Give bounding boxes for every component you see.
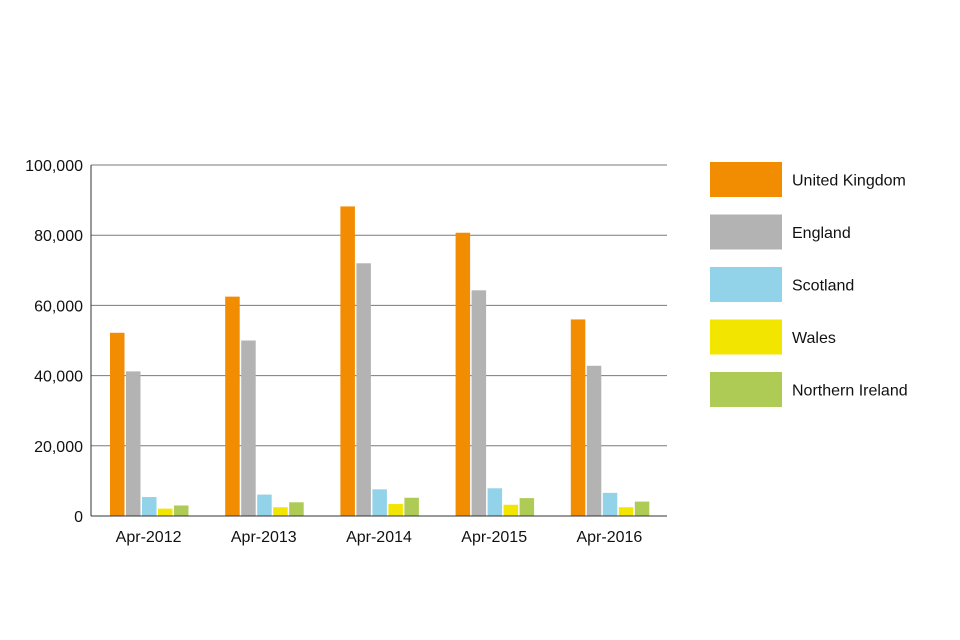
bar-united-kingdom-0: [110, 332, 125, 516]
bar-england-4: [586, 365, 602, 516]
legend-label: United Kingdom: [792, 173, 906, 190]
legend-label: England: [792, 225, 851, 242]
legend-swatch-northern-ireland: [710, 372, 782, 407]
x-tick-label: Apr-2016: [576, 529, 642, 546]
bar-scotland-1: [257, 494, 272, 516]
legend-label: Scotland: [792, 278, 854, 295]
y-tick-label: 80,000: [34, 228, 83, 245]
bar-scotland-3: [487, 488, 503, 516]
x-tick-label: Apr-2012: [116, 529, 182, 546]
bar-united-kingdom-1: [225, 296, 240, 516]
bar-united-kingdom-4: [570, 319, 586, 516]
legend-swatch-england: [710, 214, 782, 250]
bar-northern-ireland-2: [404, 497, 419, 516]
bar-england-0: [126, 371, 141, 516]
legend-swatch-scotland: [710, 267, 782, 302]
bar-wales-0: [158, 508, 173, 516]
bar-england-1: [241, 340, 256, 516]
bar-northern-ireland-0: [174, 505, 189, 516]
y-tick-label: 20,000: [34, 439, 83, 456]
x-tick-label: Apr-2013: [231, 529, 297, 546]
bar-united-kingdom-3: [455, 232, 471, 517]
bar-northern-ireland-3: [519, 498, 535, 516]
y-tick-label: 100,000: [25, 158, 83, 175]
bar-wales-3: [503, 504, 519, 516]
bar-wales-2: [388, 504, 403, 516]
y-tick-label: 0: [74, 509, 83, 526]
x-tick-label: Apr-2015: [461, 529, 527, 546]
bar-wales-1: [273, 507, 288, 516]
x-tick-labels: Apr-2012 Apr-2013 Apr-2014 Apr-2015 Apr-2016: [116, 529, 643, 546]
y-tick-label: 40,000: [34, 369, 83, 386]
bar-scotland-4: [602, 492, 618, 516]
y-tick-label: 60,000: [34, 298, 83, 315]
legend: United Kingdom England Scotland Wales Northe…: [710, 162, 908, 407]
bar-united-kingdom-2: [340, 206, 355, 516]
legend-label: Northern Ireland: [792, 383, 908, 400]
bars: [110, 206, 650, 517]
bar-wales-4: [618, 507, 634, 516]
y-tick-labels: 0 20,000 40,000 60,000 80,000 100,000: [25, 158, 83, 526]
bar-scotland-0: [142, 497, 157, 516]
bar-northern-ireland-1: [289, 502, 304, 516]
legend-swatch-united-kingdom: [710, 162, 782, 197]
legend-swatch-wales: [710, 319, 782, 355]
bar-northern-ireland-4: [634, 501, 650, 516]
axes: [90, 165, 667, 517]
bar-england-3: [471, 290, 487, 516]
legend-label: Wales: [792, 330, 836, 347]
bar-scotland-2: [372, 489, 387, 516]
x-tick-label: Apr-2014: [346, 529, 412, 546]
bar-england-2: [356, 263, 371, 516]
